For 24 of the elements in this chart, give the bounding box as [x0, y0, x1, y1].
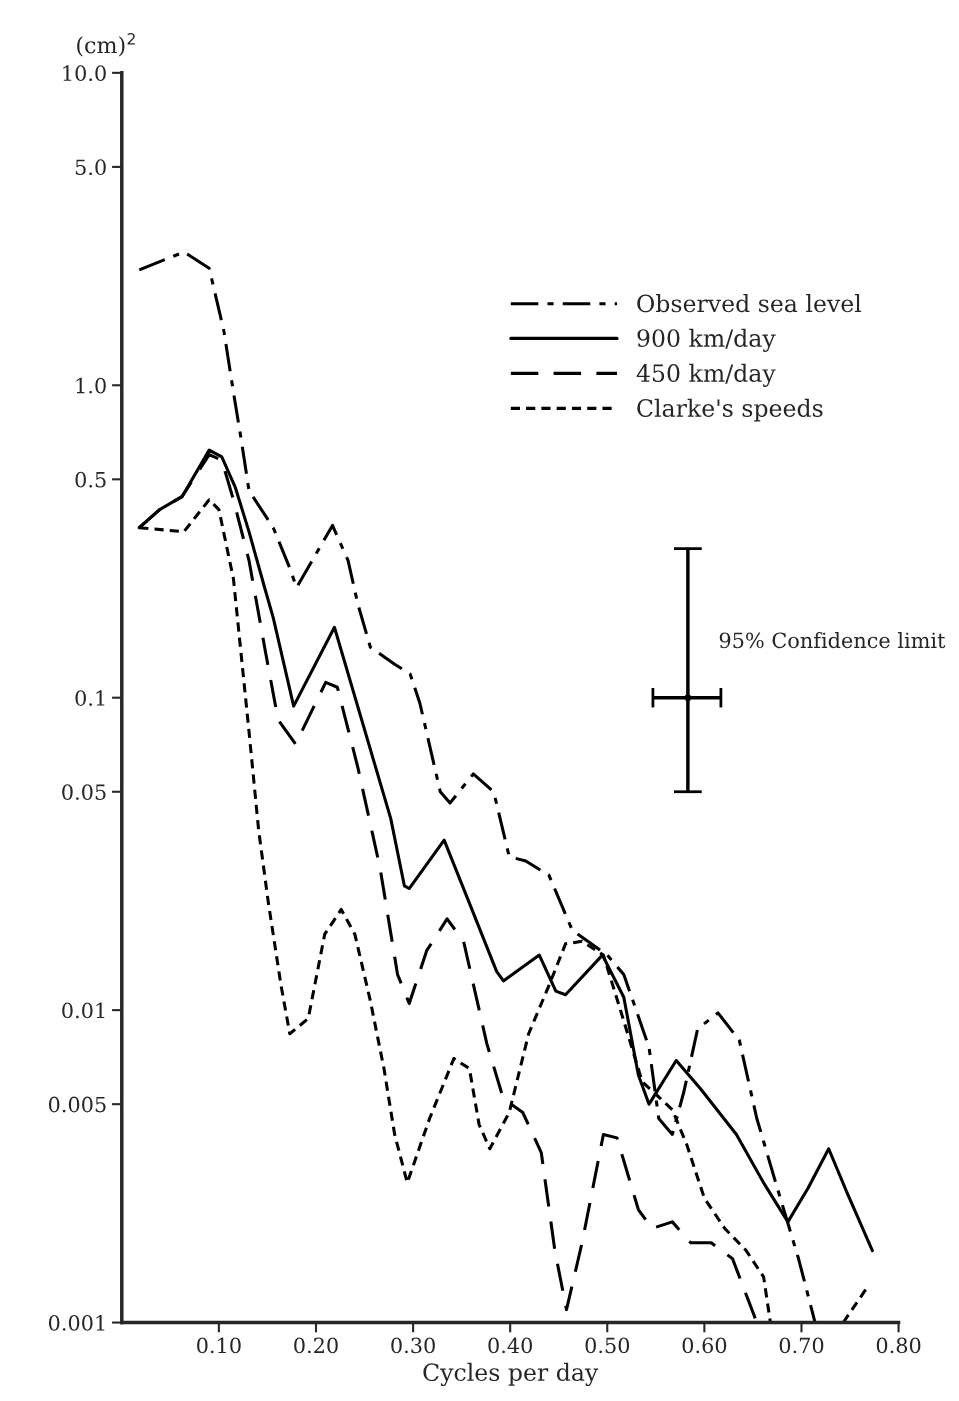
legend-label: Clarke's speeds — [637, 398, 823, 422]
legend-label: Observed sea level — [637, 294, 862, 313]
y-axis-title: (cm)$^{2}$ — [77, 33, 135, 57]
legend-label: 900 km/day — [637, 328, 776, 352]
y-tick-label: 0.01 — [62, 1002, 105, 1019]
x-tick-label: 0.70 — [779, 1337, 824, 1354]
x-tick-label: 0.80 — [876, 1337, 921, 1354]
y-tick-label: 5.0 — [75, 159, 106, 176]
x-tick-label: 0.50 — [585, 1337, 630, 1354]
y-tick-label: 1.0 — [76, 377, 106, 394]
x-tick-label: 0.10 — [197, 1337, 241, 1354]
y-tick-label: 0.005 — [48, 1096, 106, 1113]
x-tick-label: 0.30 — [391, 1337, 435, 1354]
y-tick-label: 0.05 — [62, 784, 106, 800]
y-tick-label: 10.0 — [63, 65, 106, 82]
text: 95% Confidence limit — [719, 632, 946, 649]
legend-label: 450 km/day — [636, 363, 776, 387]
x-tick-label: 0.20 — [294, 1337, 338, 1354]
y-tick-label: 0.1 — [75, 690, 105, 706]
y-tick-label: 0.001 — [48, 1315, 105, 1331]
x-axis-title: Cycles per day — [423, 1362, 599, 1387]
x-tick-label: 0.40 — [488, 1337, 532, 1354]
y-tick-label: 0.5 — [75, 471, 106, 488]
x-tick-label: 0.60 — [682, 1337, 727, 1354]
